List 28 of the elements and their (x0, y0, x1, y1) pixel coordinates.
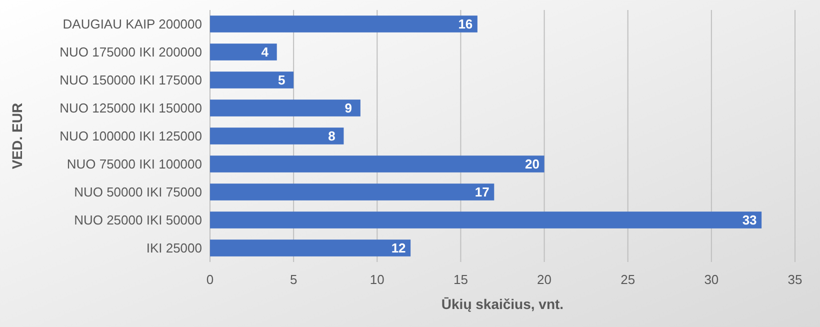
y-tick-label: NUO 100000 IKI 125000 (60, 128, 202, 144)
y-tick-label: IKI 25000 (146, 240, 202, 256)
x-tick-label: 0 (206, 272, 214, 287)
x-tick-label: 30 (704, 272, 719, 287)
x-tick-label: 5 (290, 272, 298, 287)
data-label: 12 (391, 240, 406, 256)
x-tick-label: 15 (453, 272, 468, 287)
y-tick-label: DAUGIAU KAIP 200000 (62, 16, 202, 32)
data-label: 20 (525, 156, 540, 172)
y-tick-label: NUO 50000 IKI 75000 (74, 184, 202, 200)
y-tick-label: NUO 75000 IKI 100000 (66, 156, 202, 172)
x-axis-title: Ūkių skaičius, vnt. (441, 296, 564, 312)
x-tick-label: 20 (537, 272, 552, 287)
x-tick-label: 25 (620, 272, 636, 287)
x-tick-label: 10 (370, 272, 384, 287)
data-label: 9 (344, 100, 352, 116)
y-axis-title: VED. EUR (9, 102, 25, 170)
data-label: 33 (742, 212, 757, 228)
data-label: 16 (458, 16, 473, 32)
y-tick-label: NUO 25000 IKI 50000 (74, 212, 202, 228)
y-tick-label: NUO 150000 IKI 175000 (60, 72, 202, 88)
x-tick-label: 35 (788, 272, 802, 287)
data-label: 5 (278, 72, 286, 88)
data-label: 8 (328, 128, 336, 144)
data-label: 17 (474, 184, 490, 200)
data-label: 4 (261, 44, 270, 60)
y-tick-label: NUO 175000 IKI 200000 (60, 44, 202, 60)
y-tick-label: NUO 125000 IKI 150000 (60, 100, 202, 116)
